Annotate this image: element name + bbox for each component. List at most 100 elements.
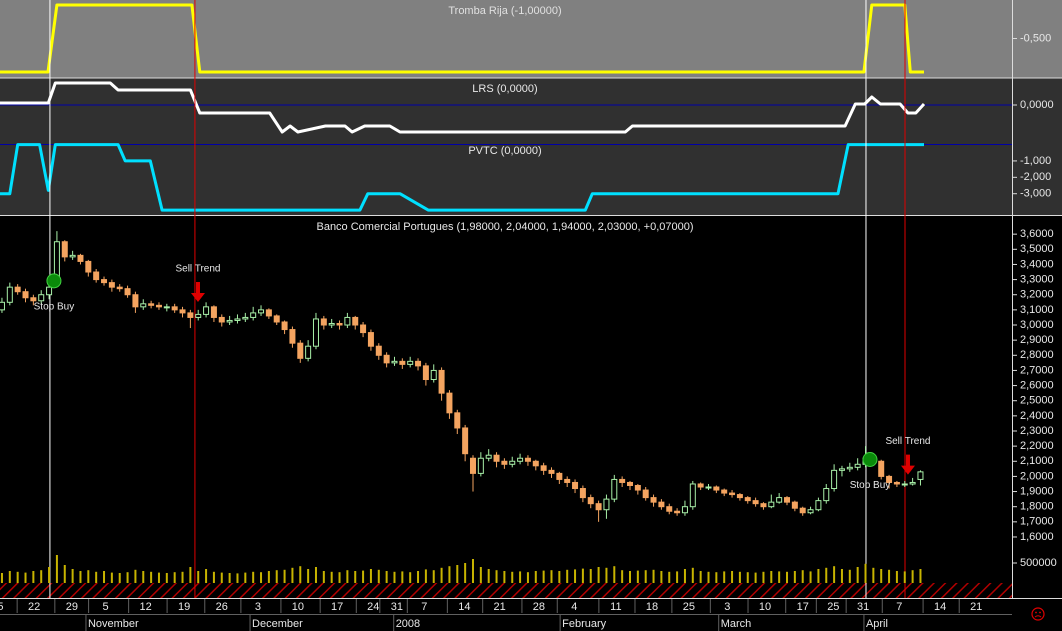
y-tick-label: 3,2000 (1020, 289, 1054, 301)
volume-bar (24, 572, 27, 583)
candle-body (650, 497, 657, 503)
volume-bar (377, 569, 380, 583)
volume-bar (260, 572, 263, 583)
candle-body (250, 312, 257, 318)
volume-bar (683, 569, 686, 583)
y-tick-label: 3,6000 (1020, 228, 1054, 240)
volume-bar (197, 571, 200, 583)
candle-body (383, 354, 390, 364)
candle-body (666, 506, 673, 512)
candle-body (540, 465, 547, 471)
volume-bar (118, 573, 121, 583)
candle-body (53, 241, 60, 278)
volume-bar (448, 566, 451, 583)
candle-body (163, 306, 170, 309)
candle-body (626, 481, 633, 486)
volume-bar (55, 555, 58, 583)
volume-bar (911, 570, 914, 583)
candle-body (22, 291, 29, 299)
volume-bar (299, 566, 302, 583)
hatch-band (0, 583, 1012, 598)
candle-body (265, 309, 272, 317)
volume-bar (464, 563, 467, 583)
candle-body (469, 457, 476, 474)
x-tick-label: 3 (255, 601, 261, 613)
candle-body (524, 457, 531, 462)
y-tick-label: 2,4000 (1020, 410, 1054, 422)
volume-bar (87, 570, 90, 583)
volume-bar (40, 570, 43, 583)
volume-bar (212, 571, 215, 583)
candle-body (760, 503, 767, 508)
volume-bar (903, 571, 906, 583)
candle-body (454, 412, 461, 429)
volume-bar (236, 573, 239, 583)
candle-body (587, 497, 594, 505)
status-icon[interactable] (1031, 607, 1045, 621)
volume-bar (511, 571, 514, 583)
volume-bar (346, 570, 349, 583)
candle-body (399, 360, 406, 365)
volume-bar (825, 567, 828, 583)
y-tick-label: 1,7000 (1020, 516, 1054, 528)
y-tick-label: 2,6000 (1020, 379, 1054, 391)
panel-price (0, 216, 1062, 583)
volume-bar (864, 563, 867, 583)
y-tick-label: 3,4000 (1020, 258, 1054, 270)
candle-body (391, 360, 398, 364)
candle-body (572, 481, 579, 490)
volume-bar (746, 572, 749, 583)
volume-bar (369, 569, 372, 583)
volume-bar (440, 567, 443, 583)
volume-bar (385, 571, 388, 583)
month-label: February (562, 618, 607, 630)
month-label: December (252, 618, 303, 630)
month-label: March (721, 618, 752, 630)
y-tick-label: 3,3000 (1020, 273, 1054, 285)
candle-body (218, 316, 225, 323)
candle-body (658, 501, 665, 508)
volume-bar (801, 570, 804, 583)
volume-bar (63, 565, 66, 583)
volume-bar (888, 569, 891, 583)
indicator-line (0, 143, 924, 212)
volume-bar (110, 572, 113, 583)
candle-body (548, 469, 555, 474)
candle-body (878, 460, 885, 477)
volume-bar (833, 566, 836, 583)
x-tick-label: 18 (646, 601, 658, 613)
y-tick-label: 3,1000 (1020, 304, 1054, 316)
candle-body (46, 286, 53, 296)
y-tick-label: 2,7000 (1020, 364, 1054, 376)
annotation: Stop Buy (850, 480, 891, 491)
candle-body (721, 489, 728, 494)
candle-body (634, 484, 641, 491)
volume-bar (456, 565, 459, 583)
candle-body (791, 501, 798, 509)
candle-body (784, 497, 791, 503)
volume-bar (589, 569, 592, 583)
candle-body (336, 322, 343, 326)
volume-bar (424, 569, 427, 583)
volume-bar (817, 569, 820, 583)
volume-bar (142, 571, 145, 583)
volume-bar (574, 569, 577, 583)
candle-body (705, 486, 712, 489)
x-tick-label: 25 (683, 601, 695, 613)
candle-body (619, 478, 626, 483)
candle-body (815, 500, 822, 511)
x-tick-label: 10 (292, 601, 304, 613)
candle-body (281, 321, 288, 331)
candle-body (273, 315, 280, 323)
x-tick-label: 7 (896, 601, 902, 613)
volume-bar (628, 571, 631, 583)
y-tick-label: -1,000 (1020, 155, 1051, 167)
x-tick-label: 5 (103, 601, 109, 613)
x-tick-label: 3 (724, 601, 730, 613)
candle-body (367, 332, 374, 347)
volume-bar (228, 573, 231, 583)
y-tick-label: 3,5000 (1020, 243, 1054, 255)
candle-body (909, 481, 916, 485)
candle-body (258, 309, 265, 314)
volume-bar (205, 569, 208, 583)
